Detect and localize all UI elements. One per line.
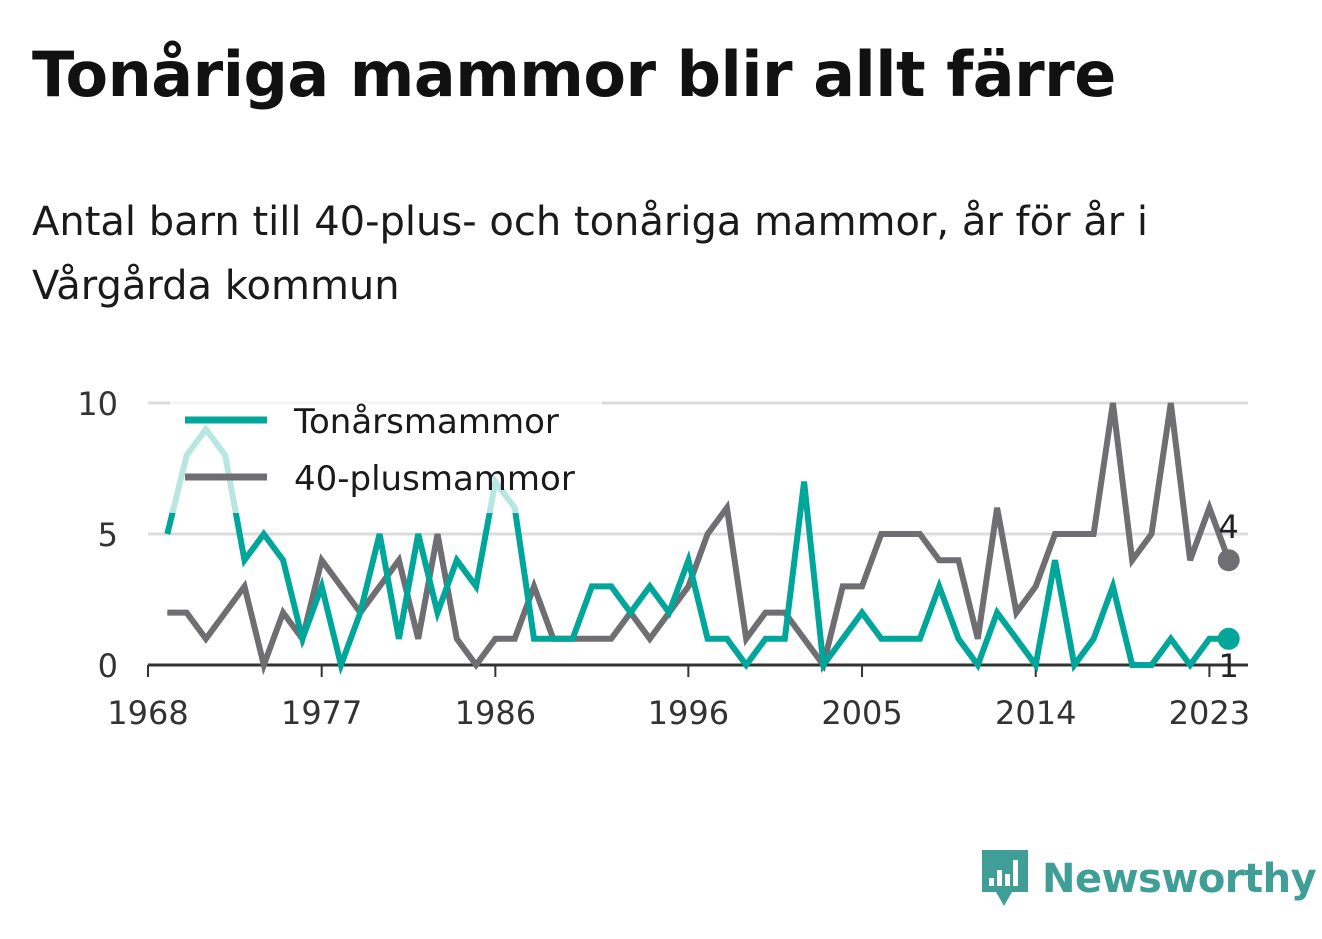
x-tick-label: 2014 (995, 694, 1076, 732)
y-tick-label: 5 (98, 516, 118, 554)
x-tick-label: 1996 (648, 694, 729, 732)
newsworthy-logo-icon (982, 850, 1028, 906)
y-tick-label: 0 (98, 647, 118, 685)
x-tick-label: 1968 (107, 694, 188, 732)
chart-title: Tonåriga mammor blir allt färre (32, 38, 1116, 111)
x-tick-label: 2005 (821, 694, 902, 732)
end-point-tonarsmammor (1217, 627, 1240, 650)
line-chart: 1968 1977 1986 1996 2005 2014 2023 0 5 10 Tonårs… (77, 385, 1250, 732)
x-tick-label: 1977 (281, 694, 362, 732)
legend: Tonårsmammor 40-plusmammor (170, 395, 602, 513)
end-markers: 41 (1217, 508, 1240, 685)
x-tick-label: 2023 (1169, 694, 1250, 732)
x-tick-label: 1986 (455, 694, 536, 732)
series-line-40-plusmammor (167, 402, 1232, 676)
legend-background (170, 395, 602, 513)
end-point-40-plusmammor (1217, 549, 1240, 572)
end-value-label-40-plusmammor: 4 (1219, 508, 1239, 546)
y-axis: 0 5 10 (77, 385, 118, 685)
legend-label-40-plusmammor: 40-plusmammor (294, 459, 575, 499)
chart-subtitle: Antal barn till 40-plus- och tonåriga ma… (32, 199, 1149, 309)
x-axis: 1968 1977 1986 1996 2005 2014 2023 (107, 663, 1250, 732)
series-lines (164, 402, 1232, 676)
y-tick-label: 10 (77, 385, 118, 423)
legend-label-tonarsmammor: Tonårsmammor (293, 402, 559, 442)
newsworthy-logo: Newsworthy (980, 848, 1317, 910)
end-value-label-tonarsmammor: 1 (1219, 647, 1239, 685)
series-line-tonarsmammor (164, 424, 1229, 676)
brand-name: Newsworthy (1042, 856, 1317, 902)
